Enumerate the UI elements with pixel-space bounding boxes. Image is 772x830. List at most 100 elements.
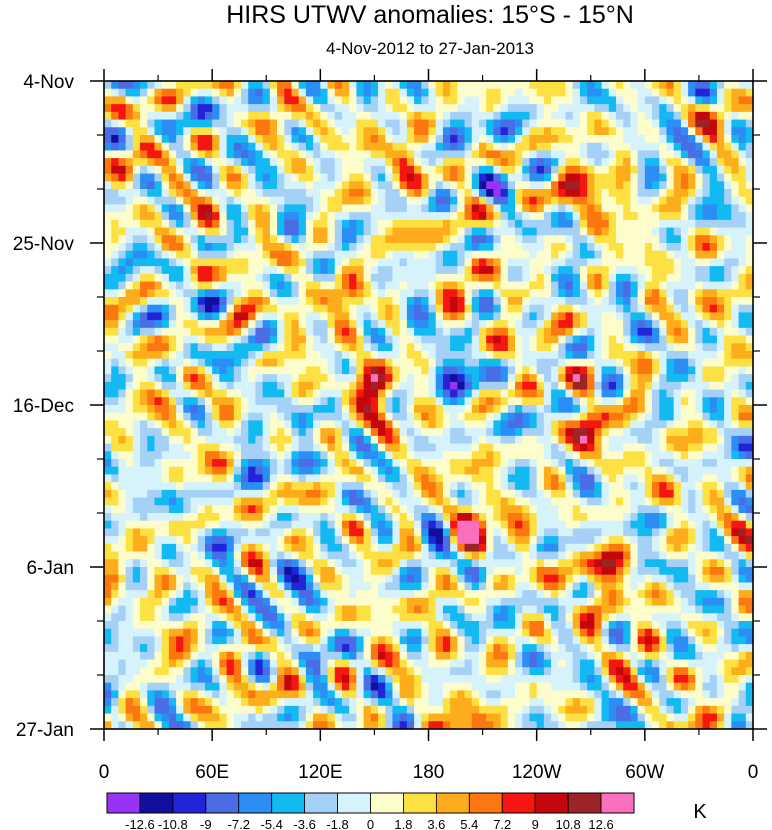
field-cell: [125, 451, 134, 460]
field-cell: [688, 165, 696, 175]
field-cell: [298, 127, 307, 136]
field-cell: [442, 111, 451, 121]
field-cell: [197, 320, 206, 329]
field-cell: [327, 428, 336, 437]
field-cell: [457, 381, 466, 391]
field-cell: [572, 273, 581, 283]
field-cell: [313, 505, 321, 514]
field-cell: [587, 289, 595, 298]
field-cell: [558, 428, 567, 437]
field-cell: [486, 173, 494, 182]
field-cell: [587, 412, 595, 422]
field-cell: [204, 358, 213, 368]
field-cell: [414, 320, 422, 329]
field-cell: [536, 204, 545, 213]
field-cell: [226, 405, 235, 414]
field-cell: [680, 243, 689, 252]
field-cell: [161, 497, 170, 506]
field-cell: [190, 273, 199, 283]
field-cell: [204, 366, 213, 375]
field-cell: [349, 327, 357, 337]
field-cell: [608, 273, 617, 283]
field-cell: [558, 304, 567, 314]
field-cell: [190, 189, 199, 198]
field-cell: [356, 81, 365, 90]
field-cell: [176, 289, 184, 298]
field-cell: [370, 96, 379, 105]
field-cell: [529, 497, 538, 506]
field-cell: [594, 389, 603, 398]
field-cell: [197, 196, 206, 206]
field-cell: [673, 435, 682, 445]
field-cell: [601, 289, 610, 298]
field-cell: [414, 451, 422, 460]
field-cell: [313, 451, 321, 460]
field-cell: [305, 88, 314, 98]
field-cell: [248, 459, 257, 468]
field-cell: [269, 281, 278, 290]
field-cell: [522, 219, 531, 229]
field-cell: [724, 219, 732, 229]
field-cell: [442, 412, 451, 422]
field-cell: [637, 135, 646, 144]
field-cell: [486, 243, 494, 252]
field-cell: [745, 111, 753, 121]
field-cell: [493, 281, 502, 290]
field-cell: [659, 135, 668, 144]
field-cell: [241, 235, 249, 244]
field-cell: [522, 428, 531, 437]
field-cell: [111, 397, 120, 406]
field-cell: [529, 312, 538, 321]
field-cell: [255, 374, 264, 383]
field-cell: [666, 281, 675, 290]
field-cell: [644, 351, 653, 360]
field-cell: [673, 297, 682, 306]
field-cell: [219, 219, 228, 229]
field-cell: [558, 88, 567, 98]
field-cell: [652, 327, 660, 337]
field-cell: [305, 405, 314, 414]
field-cell: [233, 389, 242, 398]
field-cell: [594, 235, 603, 244]
field-cell: [241, 505, 249, 514]
field-cell: [125, 227, 134, 236]
field-cell: [565, 420, 574, 429]
field-cell: [421, 119, 430, 128]
field-cell: [190, 258, 199, 267]
field-cell: [176, 243, 184, 252]
field-cell: [399, 111, 408, 121]
field-cell: [630, 266, 639, 275]
field-cell: [558, 358, 567, 368]
field-cell: [731, 327, 740, 337]
field-cell: [623, 150, 632, 159]
field-cell: [579, 212, 588, 221]
field-cell: [118, 297, 127, 306]
field-cell: [608, 466, 617, 476]
field-cell: [500, 81, 509, 90]
field-cell: [219, 443, 228, 452]
field-cell: [428, 227, 437, 236]
field-cell: [284, 135, 293, 144]
field-cell: [406, 374, 415, 383]
field-cell: [399, 250, 408, 260]
field-cell: [320, 466, 329, 476]
field-cell: [579, 374, 588, 383]
field-cell: [248, 150, 257, 159]
field-cell: [313, 435, 321, 445]
field-cell: [745, 327, 753, 337]
field-cell: [262, 366, 271, 375]
field-cell: [190, 250, 199, 260]
field-cell: [284, 412, 293, 422]
field-cell: [140, 165, 148, 175]
field-cell: [291, 173, 300, 182]
field-cell: [190, 243, 199, 252]
field-cell: [298, 266, 307, 275]
field-cell: [716, 235, 725, 244]
field-cell: [327, 320, 336, 329]
field-cell: [731, 297, 740, 306]
field-cell: [471, 158, 480, 167]
field-cell: [392, 135, 401, 144]
field-cell: [392, 119, 401, 128]
field-cell: [587, 111, 595, 121]
field-cell: [313, 374, 321, 383]
